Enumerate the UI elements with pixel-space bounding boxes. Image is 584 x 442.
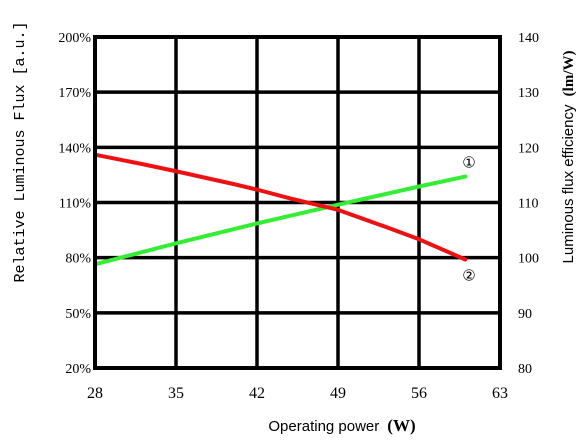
series-2-marker: ②: [462, 267, 475, 285]
x-axis-label-unit: (W): [387, 416, 415, 435]
grid: [95, 37, 500, 368]
y-axis-right-label-text: Luminous flux efficiency: [560, 104, 577, 263]
x-tick-label: 35: [168, 385, 184, 402]
series-1-marker: ①: [462, 154, 475, 172]
series-lines: [93, 152, 468, 267]
y-right-tick-label: 90: [518, 307, 532, 322]
x-axis-label: Operating power (W): [268, 416, 415, 435]
y-left-tick-label: 140%: [58, 141, 91, 156]
y-left-tick-label: 80%: [65, 252, 91, 267]
y-right-tick-label: 120: [518, 141, 539, 156]
y-right-tick-label: 130: [518, 86, 539, 101]
y-right-tick-label: 100: [518, 252, 539, 267]
y-axis-right-label-unit: (lm/W): [561, 51, 577, 97]
x-tick-label: 49: [330, 385, 346, 402]
x-tick-label: 28: [87, 385, 103, 402]
y-left-tick-label: 110%: [59, 197, 91, 212]
x-tick-label: 56: [411, 385, 427, 402]
tick-labels: 28 35 42 49 56 63 20% 50% 80% 110% 140% 170% 200% 80 9…: [58, 31, 539, 402]
x-axis-label-text: Operating power: [268, 418, 379, 435]
y-left-tick-label: 50%: [65, 307, 91, 322]
y-right-tick-label: 140: [518, 31, 539, 46]
y-right-tick-label: 80: [518, 362, 532, 377]
series-line-1: [93, 174, 468, 267]
y-axis-left-label: Relative Luminous Flux [a.u.]: [12, 21, 29, 282]
y-left-tick-label: 20%: [65, 362, 91, 377]
y-right-tick-label: 110: [518, 197, 538, 212]
y-axis-right-label: Luminous flux efficiency (lm/W): [560, 51, 577, 264]
plot-frame: [93, 35, 502, 370]
y-left-tick-label: 200%: [58, 31, 91, 46]
x-tick-label: 42: [249, 385, 265, 402]
x-tick-label: 63: [492, 385, 508, 402]
y-left-tick-label: 170%: [58, 86, 91, 101]
series-line-2: [93, 152, 468, 262]
